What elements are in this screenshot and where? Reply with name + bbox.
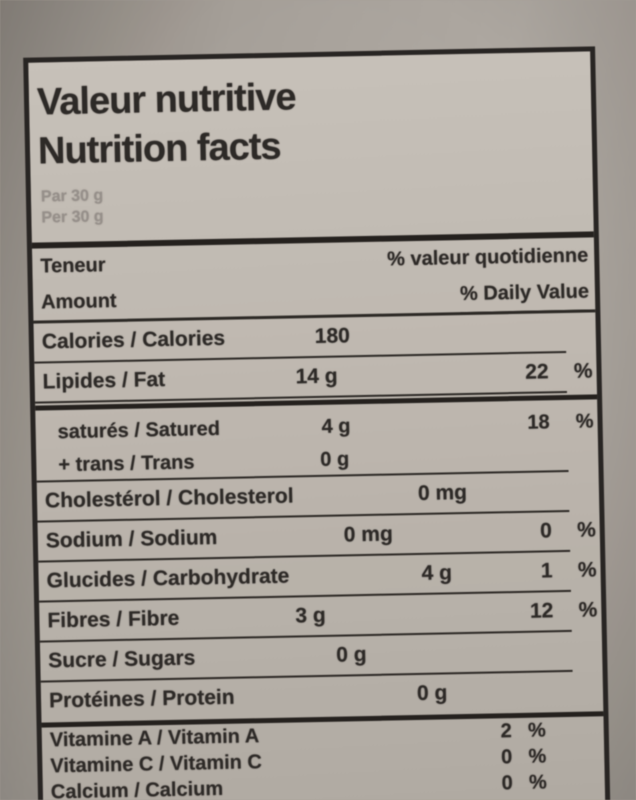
percent-sign: % [573,359,593,383]
nutrient-name: Vitamine C / Vitamin C [50,751,263,778]
percent-sign: % [528,745,547,768]
nutrient-name: + trans / Trans [58,451,195,477]
header-amount-en: Amount [40,289,117,314]
nutrient-amount: 0 mg [417,480,468,505]
nutrient-dv: 0 [539,519,552,543]
header-amount-fr: Teneur [40,254,106,278]
percent-sign: % [577,558,597,582]
nutrient-name: Lipides / Fat [42,368,166,394]
nutrient-amount: 4 g [421,561,453,585]
nutrient-name: Calories / Calories [41,326,226,354]
nutrient-name: Calcium / Calcium [50,777,224,800]
header-dv-fr: % valeur quotidienne [386,244,589,271]
label-titles: Valeur nutritive Nutrition facts [28,51,592,176]
nutrient-dv: 12 [529,599,554,623]
nutrient-amount: 14 g [295,364,338,389]
nutrient-name: Glucides / Carbohydrate [46,564,290,593]
nutrient-amount: 0 mg [343,522,394,547]
percent-sign: % [527,719,546,742]
nutrient-amount: 3 g [295,603,326,628]
nutrition-facts-label: Valeur nutritive Nutrition facts Par 30 … [23,46,613,800]
nutrient-amount: 0 g [335,643,367,667]
percent-sign: % [575,410,594,433]
nutrient-name: Fibres / Fibre [47,606,180,633]
header-dv-en: % Daily Value [459,273,590,315]
nutrient-dv: 18 [527,411,550,434]
title-english: Nutrition facts [37,125,281,173]
nutrient-name: Vitamine A / Vitamin A [49,725,260,752]
nutrient-amount: 0 g [416,681,448,706]
nutrient-name: Protéines / Protein [48,685,235,713]
percent-sign: % [578,598,598,622]
serving-size: Par 30 g Per 30 g [31,175,594,228]
nutrient-name: saturés / Satured [57,417,221,444]
column-header: Teneur % valeur quotidienne Amount % Dai… [31,237,596,324]
nutrient-dv: 22 [524,360,549,384]
nutrient-amount: 4 g [321,415,351,438]
percent-sign: % [576,518,596,542]
nutrient-amount: 180 [314,324,351,349]
percent-sign: % [528,771,548,794]
nutrient-dv: 2 [500,720,512,743]
nutrient-dv: 0 [500,746,513,769]
nutrient-name: Cholestérol / Cholesterol [44,484,294,513]
nutrient-dv: 0 [501,772,514,795]
nutrient-name: Sucre / Sugars [48,646,196,673]
nutrient-dv: 1 [540,559,553,583]
nutrient-name: Sodium / Sodium [45,526,218,553]
nutrient-amount: 0 g [320,448,350,471]
